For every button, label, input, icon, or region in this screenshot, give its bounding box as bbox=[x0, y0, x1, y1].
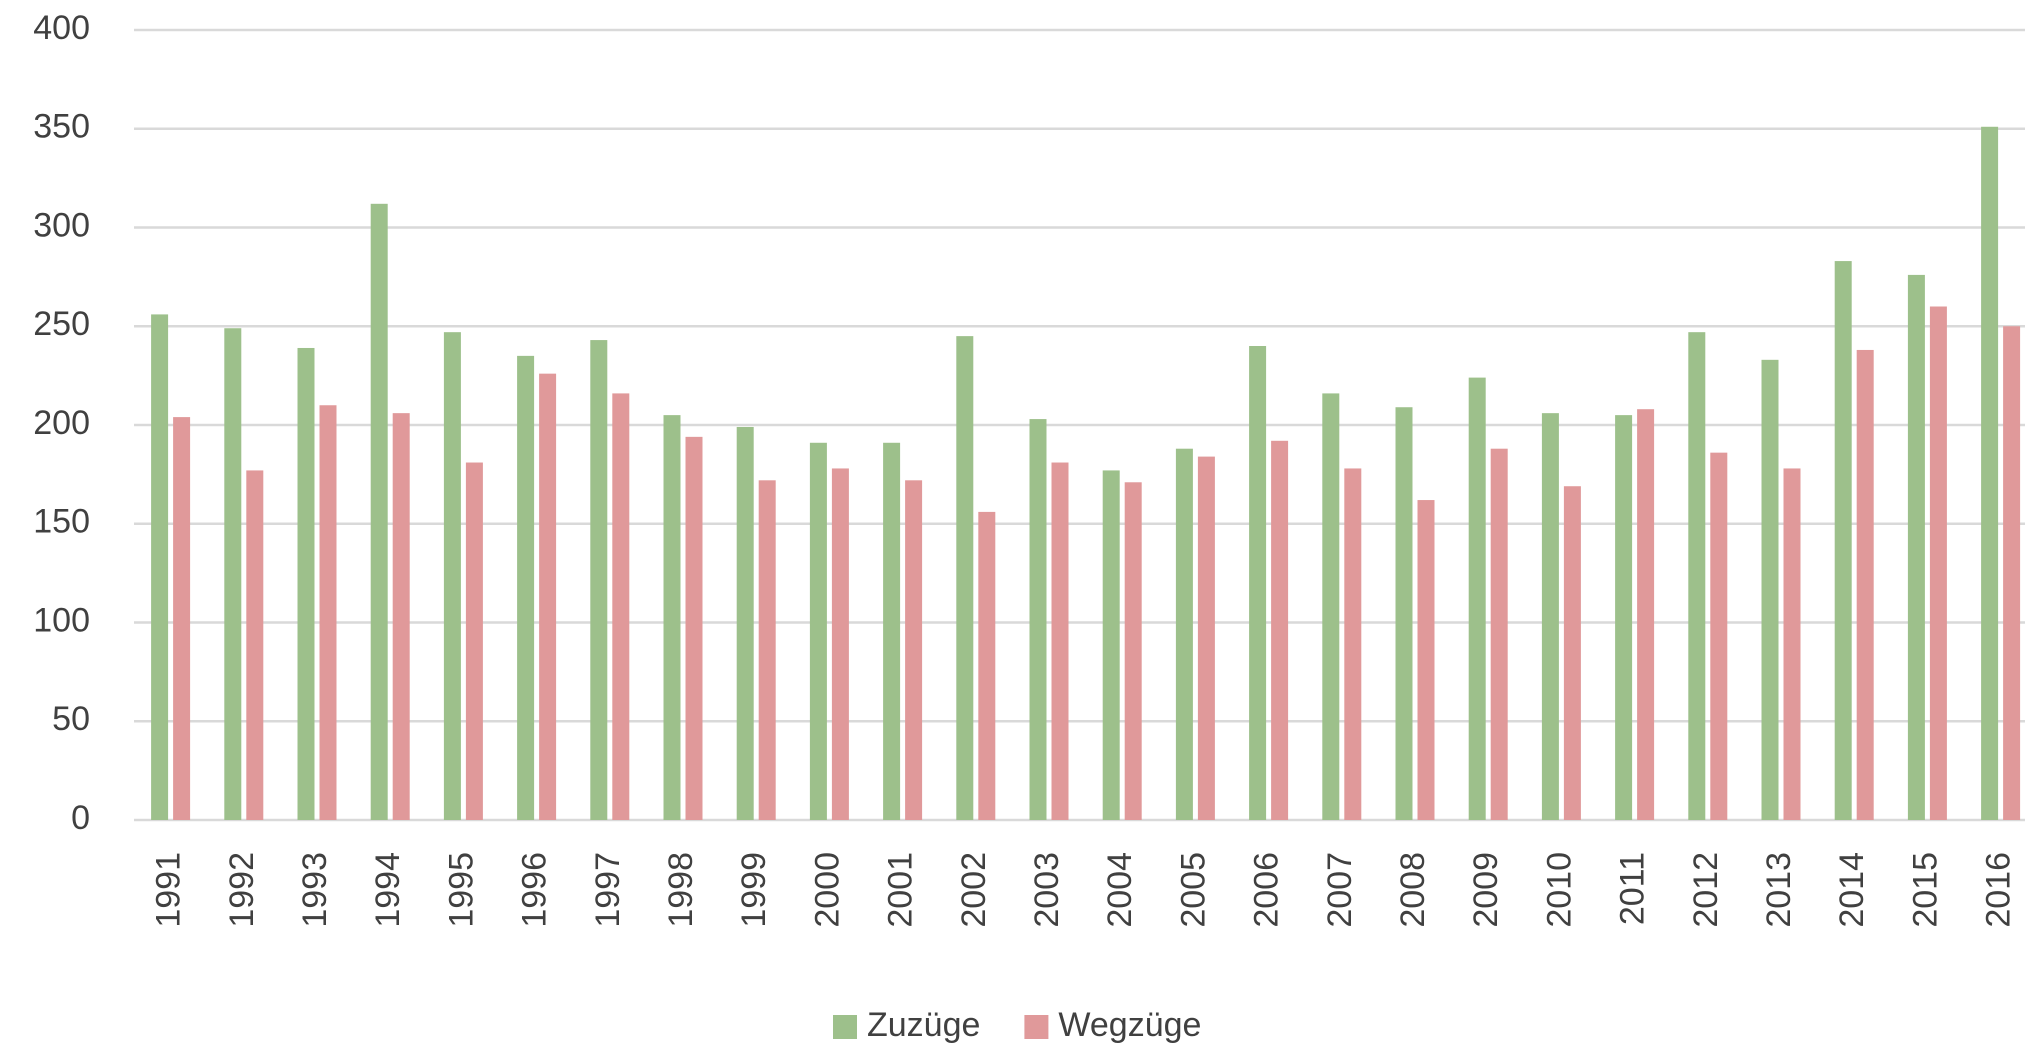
legend-label: Zuzüge bbox=[867, 1006, 980, 1044]
x-tick-label: 2016 bbox=[1980, 852, 2018, 928]
bar bbox=[297, 347, 315, 820]
bar bbox=[1102, 470, 1120, 820]
bar bbox=[956, 336, 974, 820]
legend-swatch bbox=[833, 1015, 857, 1039]
bar bbox=[685, 436, 703, 820]
bar bbox=[809, 442, 827, 820]
bar bbox=[1271, 440, 1289, 820]
bar bbox=[443, 332, 461, 820]
bar bbox=[612, 393, 630, 820]
y-tick-label: 100 bbox=[33, 601, 90, 639]
bar bbox=[465, 462, 483, 820]
bar bbox=[319, 405, 337, 820]
x-tick-label: 1996 bbox=[516, 852, 554, 928]
x-tick-label: 1991 bbox=[150, 852, 188, 928]
y-tick-label: 250 bbox=[33, 305, 90, 343]
bar bbox=[1563, 486, 1581, 820]
y-tick-label: 350 bbox=[33, 108, 90, 146]
x-tick-label: 2010 bbox=[1540, 852, 1578, 928]
bar bbox=[151, 314, 169, 820]
y-tick-label: 200 bbox=[33, 404, 90, 442]
bar bbox=[1856, 349, 1874, 820]
bar bbox=[1637, 409, 1655, 820]
y-tick-label: 0 bbox=[71, 799, 90, 837]
x-tick-label: 1993 bbox=[296, 852, 334, 928]
x-tick-label: 2013 bbox=[1760, 852, 1798, 928]
bar bbox=[392, 413, 410, 820]
bar bbox=[1688, 332, 1706, 820]
bar bbox=[1761, 359, 1779, 820]
bar bbox=[173, 417, 191, 820]
bar bbox=[1197, 456, 1215, 820]
bar bbox=[1249, 346, 1267, 820]
y-tick-label: 300 bbox=[33, 206, 90, 244]
bar bbox=[1029, 419, 1047, 820]
bar bbox=[1344, 468, 1362, 820]
bar bbox=[1124, 482, 1142, 820]
x-tick-label: 2011 bbox=[1614, 852, 1652, 925]
bar bbox=[1710, 452, 1728, 820]
bar bbox=[246, 470, 264, 820]
y-tick-label: 400 bbox=[33, 9, 90, 47]
x-tick-label: 1992 bbox=[223, 852, 261, 928]
bar bbox=[1395, 407, 1413, 820]
bar bbox=[1468, 377, 1486, 820]
x-tick-label: 2007 bbox=[1321, 852, 1359, 928]
bar bbox=[2003, 326, 2021, 820]
bar bbox=[978, 511, 996, 820]
bar bbox=[370, 203, 388, 821]
bar bbox=[1783, 468, 1801, 820]
x-tick-label: 2009 bbox=[1467, 852, 1505, 928]
y-tick-label: 150 bbox=[33, 503, 90, 541]
bar bbox=[1175, 448, 1193, 820]
bar bbox=[1322, 393, 1340, 820]
x-tick-label: 1997 bbox=[589, 852, 627, 928]
bar bbox=[1051, 462, 1069, 820]
bar bbox=[1417, 500, 1435, 820]
x-tick-label: 1998 bbox=[662, 852, 700, 928]
y-tick-label: 50 bbox=[52, 700, 90, 738]
x-tick-label: 2006 bbox=[1248, 852, 1286, 928]
x-tick-label: 2003 bbox=[1028, 852, 1066, 928]
bar bbox=[517, 355, 535, 820]
bar bbox=[539, 373, 557, 820]
bar bbox=[736, 426, 754, 820]
bar bbox=[224, 328, 242, 820]
x-tick-label: 2004 bbox=[1101, 852, 1139, 928]
x-tick-label: 2014 bbox=[1833, 852, 1871, 928]
x-tick-label: 2012 bbox=[1687, 852, 1725, 928]
bar bbox=[663, 415, 681, 820]
bar bbox=[883, 442, 901, 820]
legend-swatch bbox=[1024, 1015, 1049, 1039]
x-tick-label: 1994 bbox=[369, 852, 407, 928]
bar bbox=[831, 468, 849, 820]
legend-label: Wegzüge bbox=[1058, 1006, 1201, 1044]
x-tick-label: 1999 bbox=[735, 852, 773, 928]
bar bbox=[905, 480, 923, 820]
bar bbox=[1981, 126, 1999, 820]
bar bbox=[1615, 415, 1633, 820]
x-tick-label: 2008 bbox=[1394, 852, 1432, 928]
x-tick-label: 2002 bbox=[955, 852, 993, 928]
x-tick-label: 2001 bbox=[882, 852, 920, 928]
x-tick-label: 2000 bbox=[808, 852, 846, 928]
bar bbox=[1929, 306, 1947, 820]
bar bbox=[590, 340, 608, 820]
x-tick-label: 2015 bbox=[1906, 852, 1944, 928]
bar bbox=[1907, 274, 1925, 820]
x-tick-label: 2005 bbox=[1174, 852, 1212, 928]
bar bbox=[758, 480, 776, 820]
bar bbox=[1834, 261, 1852, 820]
x-tick-label: 1995 bbox=[442, 852, 480, 928]
bar bbox=[1490, 448, 1508, 820]
bar bbox=[1541, 413, 1559, 820]
